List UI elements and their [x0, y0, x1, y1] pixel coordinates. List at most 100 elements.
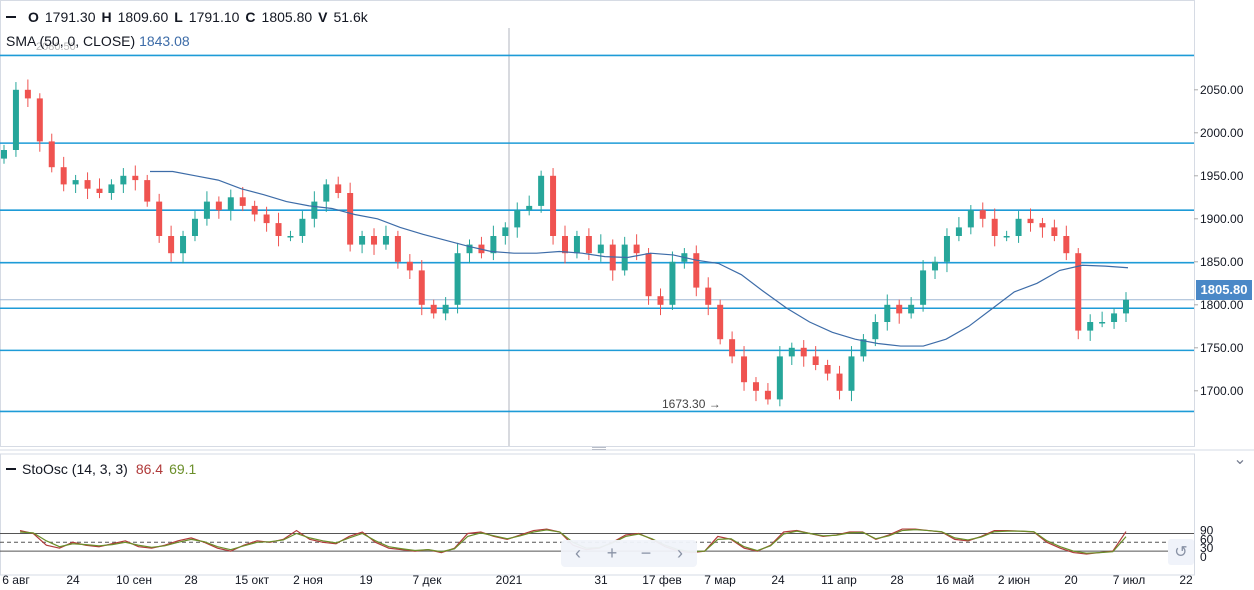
scroll-right-button[interactable]: ›	[677, 543, 683, 563]
candle-body	[382, 236, 389, 245]
stochastic-d-value: 69.1	[169, 461, 197, 477]
reset-chart-button[interactable]: ↺	[1168, 539, 1194, 565]
time-tick-label: 2021	[496, 573, 523, 587]
candle-body	[597, 244, 604, 254]
candle-body	[1003, 236, 1010, 238]
sma-value: 1843.08	[139, 33, 190, 49]
low-annotation: 1673.30 →	[662, 397, 721, 411]
candle-body	[741, 356, 748, 383]
candle-body	[430, 304, 437, 314]
candle-body	[514, 210, 521, 228]
candle-body	[371, 236, 378, 245]
price-tick-label: 1900.00	[1200, 212, 1244, 226]
zoom-in-button[interactable]: +	[606, 543, 618, 563]
last-price-tag: 1805.80	[1196, 280, 1252, 300]
candle-body	[490, 236, 497, 254]
time-tick-label: 7 мар	[704, 573, 736, 587]
series-toggle-icon[interactable]	[6, 16, 16, 18]
time-tick-label: 6 авг	[2, 573, 30, 587]
time-tick-label: 2 июн	[998, 573, 1030, 587]
price-tick-label: 1750.00	[1200, 341, 1244, 355]
oscillator-tick-label: 0	[1200, 550, 1207, 564]
time-tick-label: 22	[1179, 573, 1193, 587]
candle-body	[203, 201, 210, 219]
candle-body	[311, 201, 318, 219]
stochastic-toggle-icon[interactable]	[6, 468, 16, 470]
candle-body	[335, 184, 342, 193]
candle-body	[717, 304, 724, 340]
candle-body	[466, 244, 473, 254]
candle-body	[72, 180, 79, 185]
candle-body	[180, 236, 187, 254]
candle-body	[860, 339, 867, 357]
candle-body	[442, 304, 449, 314]
candle-body	[943, 236, 950, 262]
ohlc-legend: O 1791.30 H 1809.60 L 1791.10 C 1805.80 …	[6, 7, 368, 27]
candle-body	[239, 197, 246, 206]
candle-body	[299, 218, 306, 236]
candle-body	[776, 356, 783, 400]
candle-body	[585, 236, 592, 254]
candle-body	[573, 236, 580, 254]
candle-body	[36, 98, 43, 142]
candle-body	[729, 339, 736, 357]
low-value: 1791.10	[188, 9, 240, 25]
time-tick-label: 10 сен	[116, 573, 152, 587]
candle-body	[848, 356, 855, 391]
sma-legend[interactable]: SMA (50, 0, CLOSE) 1843.08	[6, 33, 190, 49]
candle-body	[359, 236, 366, 245]
candle-body	[144, 180, 151, 202]
candle-body	[896, 304, 903, 314]
scroll-left-button[interactable]: ‹	[575, 543, 581, 563]
candle-body	[1087, 322, 1094, 331]
candle-body	[991, 218, 998, 236]
candle-body	[836, 373, 843, 391]
candle-body	[132, 175, 139, 181]
open-label: O	[28, 9, 39, 25]
candle-body	[538, 175, 545, 206]
candle-body	[120, 175, 127, 185]
volume-value: 51.6k	[333, 9, 368, 25]
candle-body	[705, 287, 712, 305]
candle-body	[955, 227, 962, 236]
candle-body	[1075, 253, 1082, 331]
candle-body	[979, 210, 986, 219]
candle-body	[251, 205, 258, 215]
candle-body	[693, 253, 700, 288]
candle-body	[633, 244, 640, 254]
high-label: H	[101, 9, 112, 25]
time-tick-label: 24	[771, 573, 785, 587]
candle-body	[920, 270, 927, 305]
price-tick-label: 2050.00	[1200, 83, 1244, 97]
candle-body	[1039, 223, 1046, 228]
oscillator-tick-label: 90	[1200, 524, 1214, 538]
candle-body	[60, 167, 67, 185]
candle-body	[967, 210, 974, 228]
stochastic-legend[interactable]: StoOsc (14, 3, 3) 86.4 69.1	[6, 461, 196, 477]
candle-body	[84, 180, 91, 189]
price-tick-label: 1850.00	[1200, 255, 1244, 269]
price-pane-border	[0, 0, 1195, 447]
candle-body	[526, 205, 533, 211]
pane-resize-handle[interactable]	[592, 446, 606, 452]
candle-body	[824, 365, 831, 374]
collapse-pane-button[interactable]: ⌄	[1232, 452, 1248, 468]
high-annotation: 2080.50	[36, 41, 76, 53]
sma-line	[150, 170, 1129, 347]
oscillator-pane-border	[0, 453, 1195, 576]
zoom-out-button[interactable]: −	[640, 543, 652, 563]
candle-body	[454, 253, 461, 305]
time-tick-label: 31	[594, 573, 608, 587]
candle-body	[1111, 313, 1118, 322]
chevron-down-icon: ⌄	[1233, 451, 1247, 468]
oscillator-tick-label: 60	[1200, 532, 1214, 546]
volume-label: V	[318, 9, 328, 25]
price-tick-label: 1800.00	[1200, 298, 1244, 312]
candle-body	[502, 227, 509, 236]
candle-body	[394, 236, 401, 262]
candle-body	[418, 270, 425, 305]
candle-body	[872, 322, 879, 340]
stochastic-label: StoOsc (14, 3, 3)	[22, 461, 128, 477]
candle-body	[1, 150, 7, 159]
